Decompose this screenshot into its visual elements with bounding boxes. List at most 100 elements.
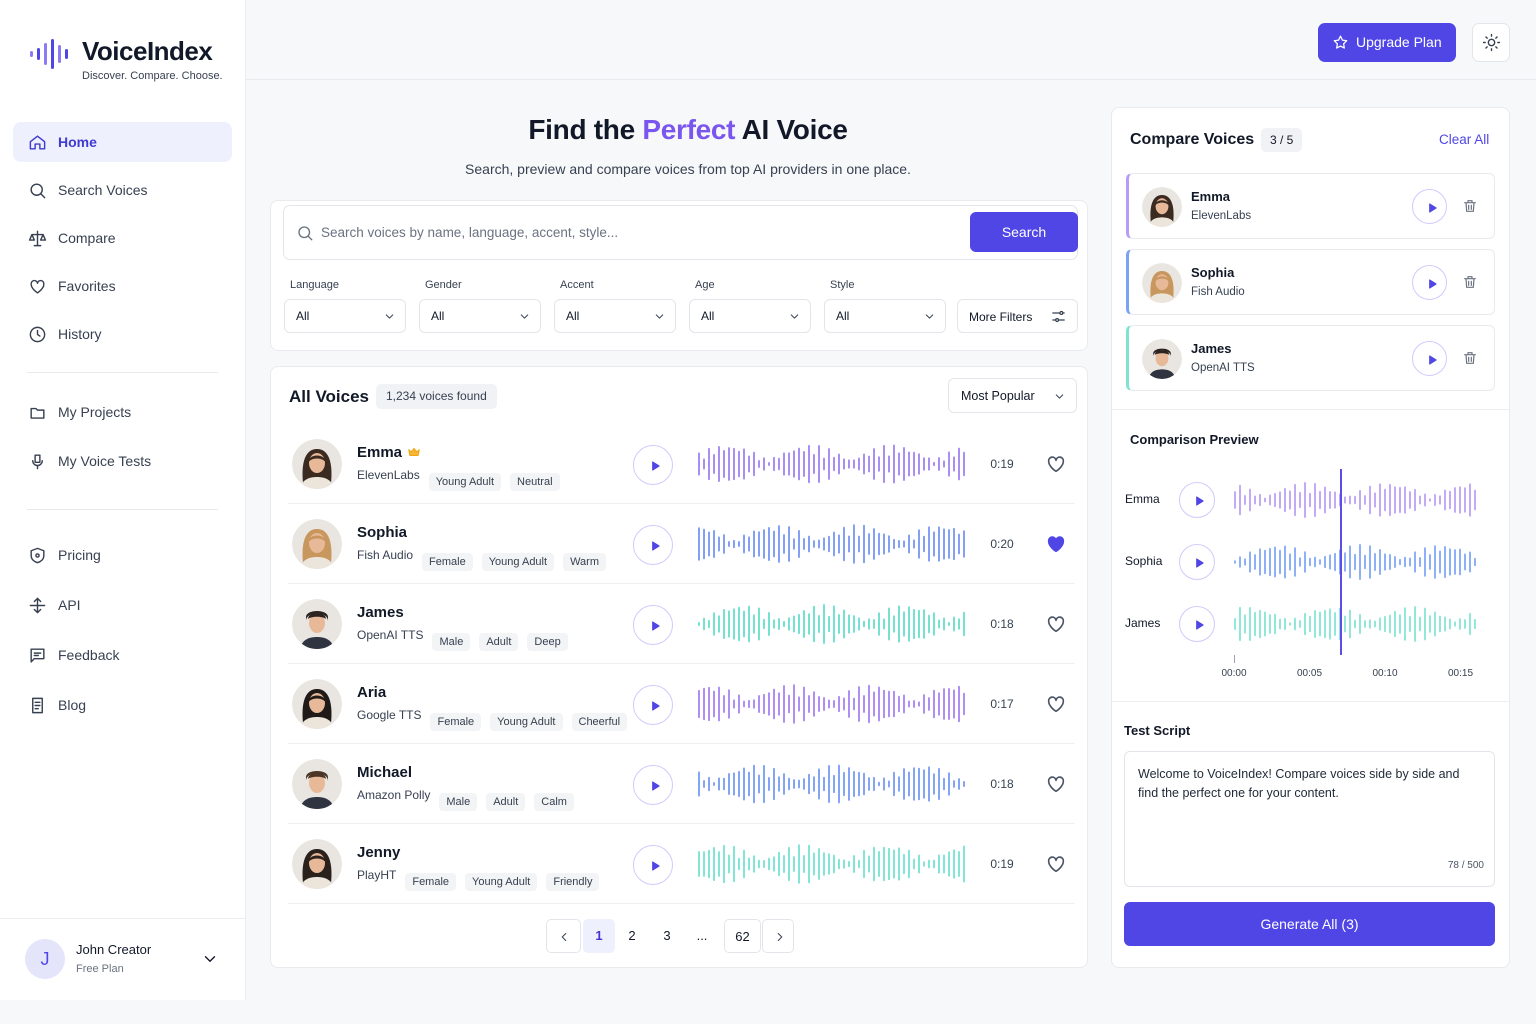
nav-item[interactable]: Home [13, 122, 232, 162]
wave-bar [698, 452, 700, 476]
wave-bar [938, 767, 940, 801]
wave-bar [838, 453, 840, 475]
generate-button[interactable]: Generate All (3) [1124, 902, 1495, 946]
play-button[interactable] [633, 525, 673, 565]
remove-icon[interactable] [1462, 274, 1478, 290]
wave-bar [1304, 612, 1306, 636]
wave-bar [923, 535, 925, 553]
wave-bar [808, 695, 810, 713]
search-button[interactable]: Search [970, 212, 1078, 252]
wave-bar [868, 618, 870, 630]
filter-select[interactable]: All [554, 299, 676, 333]
wave-bar [953, 780, 955, 788]
wave-bar [1389, 614, 1391, 634]
wave-bar [783, 620, 785, 628]
wave-bar [933, 461, 935, 467]
wave-bar [823, 697, 825, 711]
nav-item[interactable]: My Projects [13, 392, 232, 432]
nav-icon [29, 135, 46, 150]
nav-item[interactable]: History [13, 314, 232, 354]
wave-bar [868, 684, 870, 724]
chevron [790, 314, 799, 319]
voice-provider: Google TTS [357, 708, 422, 722]
play-button[interactable] [633, 445, 673, 485]
favorite-off[interactable] [1045, 453, 1067, 475]
play-button[interactable] [1179, 544, 1215, 580]
play-button[interactable] [1412, 341, 1447, 376]
wave-bar [748, 857, 750, 871]
nav-item[interactable]: Favorites [13, 266, 232, 306]
wave-bar [873, 448, 875, 480]
nav-item[interactable]: Pricing [13, 535, 232, 575]
filter-select[interactable]: All [824, 299, 946, 333]
favorite-off[interactable] [1045, 853, 1067, 875]
play-button[interactable] [1179, 482, 1215, 518]
page-button[interactable]: 3 [651, 919, 683, 953]
icon-part [29, 326, 46, 343]
play-button[interactable] [633, 765, 673, 805]
remove-icon[interactable] [1462, 198, 1478, 214]
wave-bar [1434, 493, 1436, 507]
remove-icon[interactable] [1462, 350, 1478, 366]
wave-bar [953, 849, 955, 879]
nav-item[interactable]: Compare [13, 218, 232, 258]
wave-bar [828, 765, 830, 803]
favorite-off[interactable] [1045, 613, 1067, 635]
play-button[interactable] [1412, 265, 1447, 300]
wave-bar [1474, 557, 1476, 567]
wave-bar [943, 528, 945, 560]
sort-select[interactable]: Most Popular [948, 378, 1077, 413]
wave-bar [803, 686, 805, 722]
wave-bar [698, 527, 700, 561]
filter-select[interactable]: All [419, 299, 541, 333]
wave-bar [893, 690, 895, 718]
wave-bar [1269, 547, 1271, 577]
nav-label: Blog [58, 697, 87, 713]
page-button[interactable]: 2 [616, 919, 648, 953]
wave-bar [818, 696, 820, 712]
filter-select[interactable]: All [689, 299, 811, 333]
nav-item[interactable]: Blog [13, 685, 232, 725]
play-button[interactable] [1179, 606, 1215, 642]
play-button[interactable] [633, 845, 673, 885]
logo-bar [30, 51, 33, 57]
wave-bar [888, 607, 890, 641]
script-counter: 78 / 500 [1447, 860, 1484, 871]
upgrade-button[interactable]: Upgrade Plan [1318, 23, 1456, 62]
wave-bar [1469, 612, 1471, 636]
search-input[interactable]: Search voices by name, language, accent,… [283, 205, 1078, 260]
nav-item[interactable]: API [13, 585, 232, 625]
nav-item[interactable]: Feedback [13, 635, 232, 675]
play-button[interactable] [1412, 189, 1447, 224]
filter-select[interactable]: All [284, 299, 406, 333]
search-icon [298, 226, 313, 241]
wave-bar [888, 535, 890, 553]
wave-bar [1249, 488, 1251, 512]
play-button[interactable] [633, 605, 673, 645]
play-button[interactable] [633, 685, 673, 725]
page-button[interactable] [762, 919, 794, 953]
wave-bar [803, 855, 805, 873]
compare-item: Sophia Fish Audio [1126, 249, 1495, 315]
voice-row: Michael Amazon Polly Male Adult Calm 0:18 [288, 744, 1075, 824]
page-button[interactable]: ... [686, 919, 718, 953]
wave-bar [913, 699, 915, 709]
page-button[interactable] [546, 919, 581, 953]
script-textarea[interactable]: Welcome to VoiceIndex! Compare voices si… [1124, 751, 1495, 887]
nav-item[interactable]: My Voice Tests [13, 441, 232, 481]
page-button[interactable]: 62 [724, 919, 761, 953]
clear-all[interactable]: Clear All [1439, 132, 1490, 147]
favorite-on[interactable] [1045, 533, 1067, 555]
favorite-off[interactable] [1045, 693, 1067, 715]
favorite-off[interactable] [1045, 773, 1067, 795]
nav-item[interactable]: Search Voices [13, 170, 232, 210]
theme-toggle[interactable] [1472, 23, 1510, 62]
more-filters[interactable]: More Filters [957, 299, 1078, 333]
wave-bar [743, 534, 745, 554]
wave-bar [813, 454, 815, 474]
wave-bar [803, 609, 805, 639]
page-button[interactable]: 1 [583, 919, 615, 953]
wave-bar [848, 690, 850, 718]
wave-bar [1309, 492, 1311, 508]
voice-tag: Young Adult [481, 553, 555, 571]
